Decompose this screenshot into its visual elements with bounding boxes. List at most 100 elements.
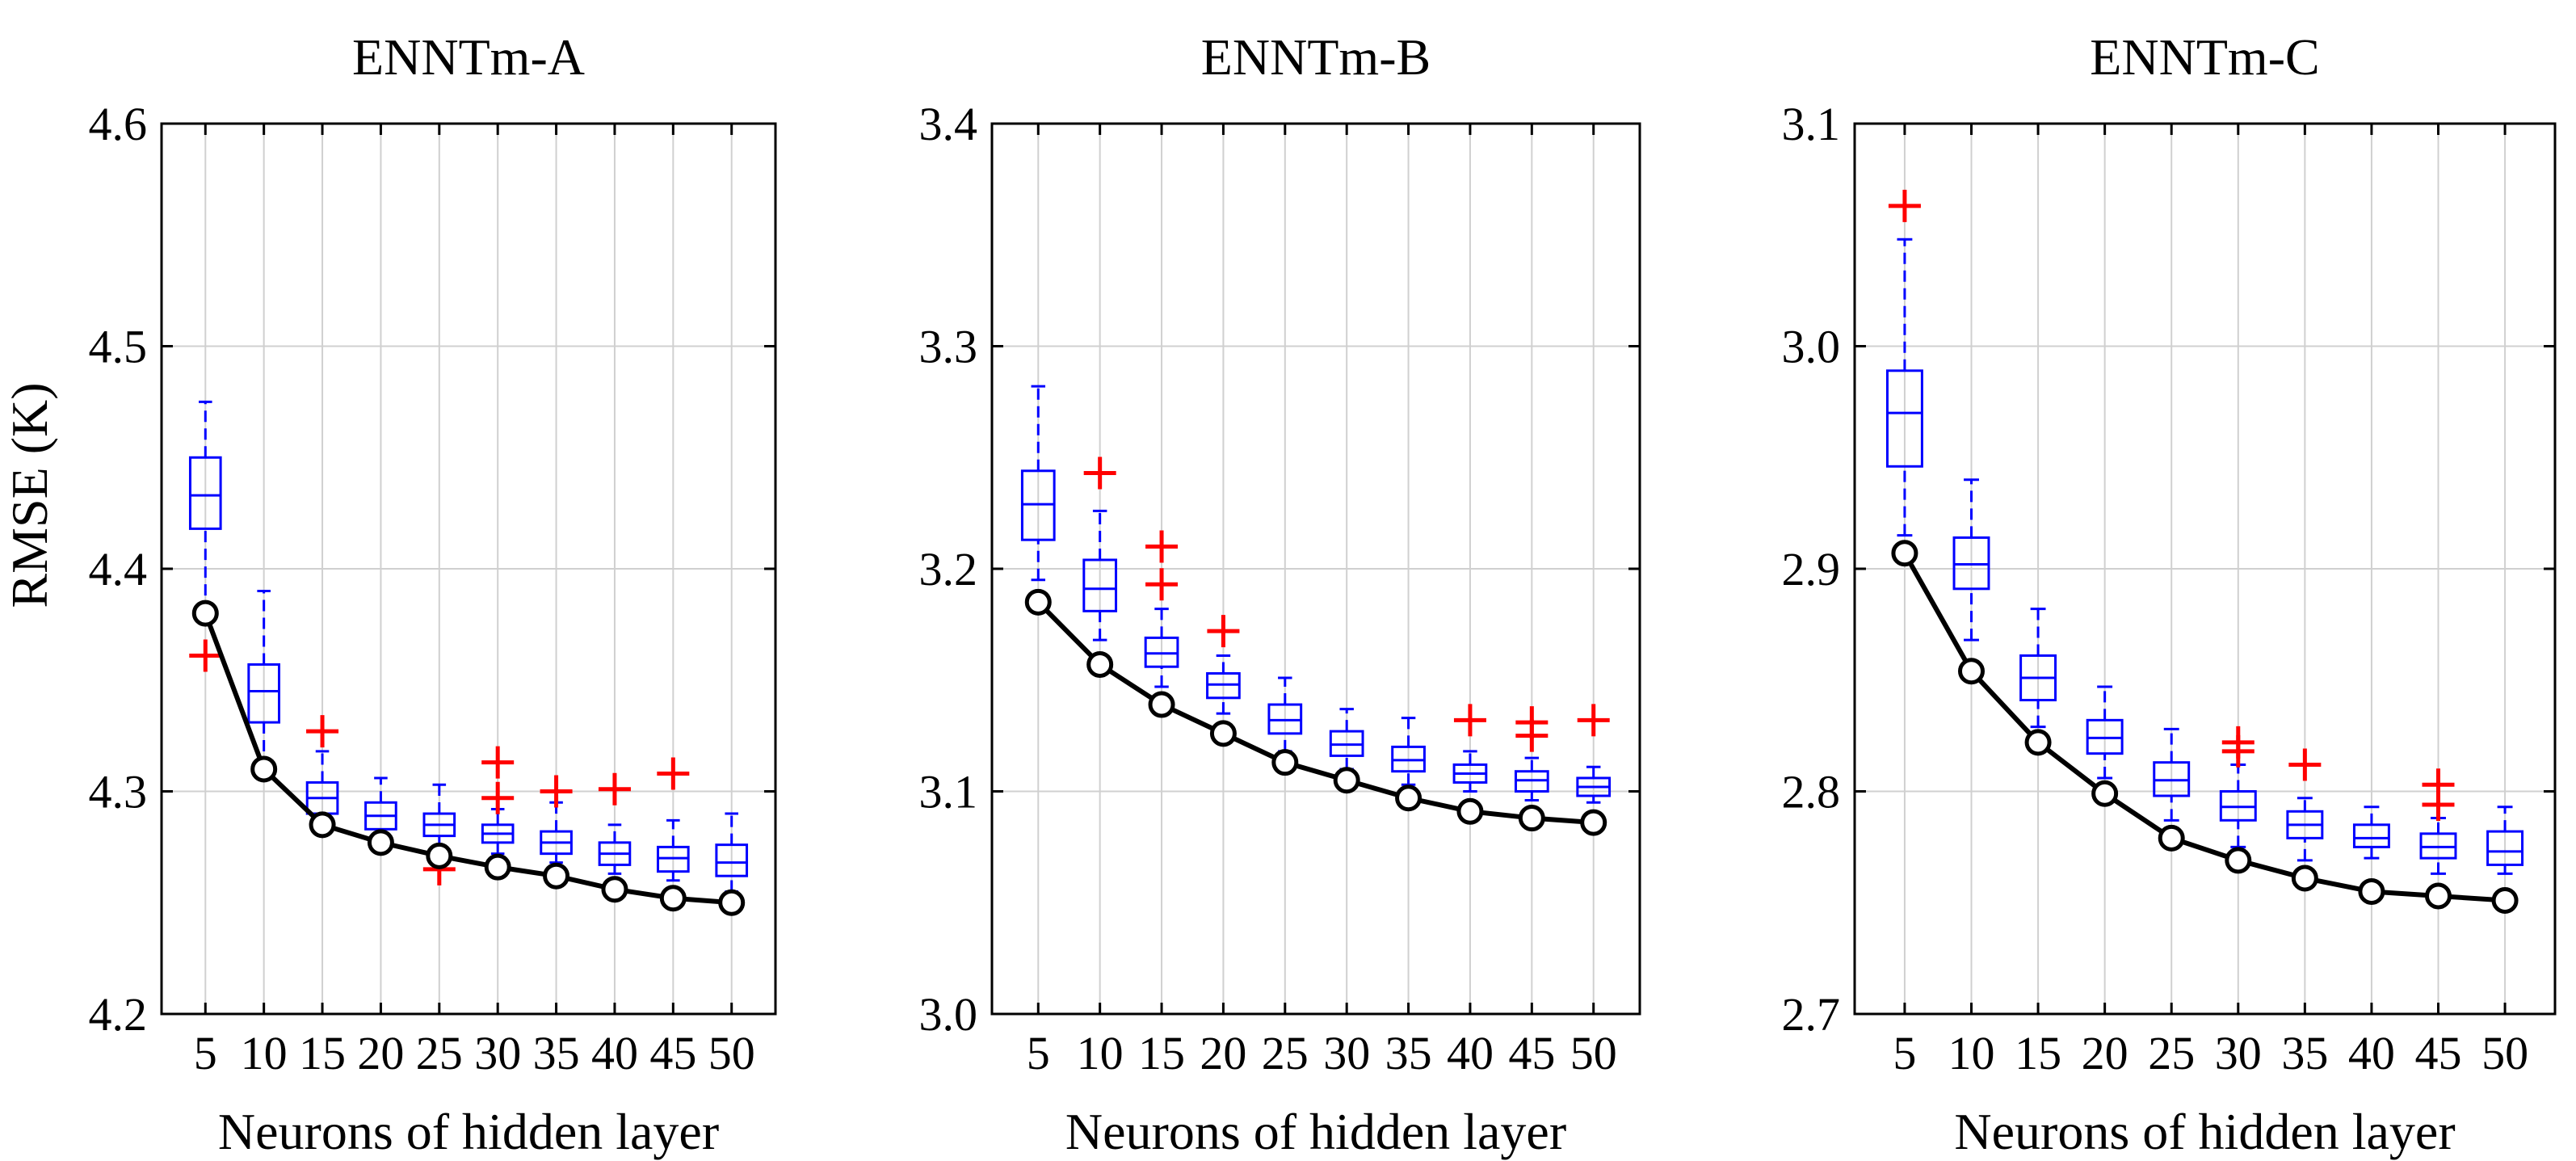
boxplot-50 bbox=[2486, 806, 2524, 875]
outlier-marker bbox=[2288, 748, 2322, 781]
min-rmse-marker bbox=[2091, 780, 2119, 807]
y-tick-label: 2.7 bbox=[1782, 988, 1841, 1041]
panel-b: 3.0 3.1 3.2 3.3 3.4 5 10 15 20 25 30 35 40 45 50 ENNTm-… bbox=[919, 28, 1641, 1160]
min-rmse-marker bbox=[2491, 886, 2519, 914]
x-axis-label: Neurons of hidden layer bbox=[218, 1103, 719, 1160]
iqr-box bbox=[247, 663, 280, 724]
min-rmse-marker bbox=[191, 599, 219, 627]
iqr-box bbox=[1885, 369, 1923, 468]
min-rmse-marker bbox=[1958, 658, 1985, 685]
panel-title: ENNTm-C bbox=[2090, 28, 2319, 86]
x-tick-label: 45 bbox=[2415, 1027, 2462, 1079]
outlier-marker bbox=[1453, 704, 1486, 737]
x-tick-label: 25 bbox=[1262, 1027, 1309, 1079]
min-rmse-marker bbox=[1333, 767, 1360, 794]
x-tick-label: 50 bbox=[2481, 1027, 2528, 1079]
min-rmse-marker bbox=[1518, 805, 1545, 832]
panel-a: 4.2 4.3 4.4 4.5 4.6 5 10 15 20 25 30 35 40 45 50 ENNTm-… bbox=[89, 28, 777, 1160]
boxplot-30 bbox=[2219, 726, 2257, 848]
panel-title: ENNTm-B bbox=[1201, 28, 1431, 86]
outlier-marker bbox=[1207, 615, 1240, 648]
boxplot-35 bbox=[540, 775, 573, 864]
min-rmse-marker bbox=[2291, 864, 2318, 892]
iqr-box bbox=[1082, 558, 1118, 612]
x-tick-label: 30 bbox=[2215, 1027, 2262, 1079]
min-rmse-marker bbox=[1024, 588, 1052, 616]
outlier-marker bbox=[1888, 189, 1921, 222]
x-tick-label: 50 bbox=[708, 1027, 755, 1079]
min-rmse-marker bbox=[543, 862, 570, 890]
x-tick-label: 20 bbox=[357, 1027, 404, 1079]
min-rmse-line bbox=[1902, 552, 2506, 903]
y-tick-label: 4.4 bbox=[89, 543, 148, 595]
y-axis-label: RMSE (K) bbox=[1, 382, 58, 608]
boxplot-45 bbox=[1514, 706, 1549, 802]
boxplot-35 bbox=[1391, 717, 1426, 786]
y-tick-label: 4.3 bbox=[89, 766, 148, 818]
x-tick-label: 15 bbox=[2015, 1027, 2061, 1079]
iqr-box bbox=[715, 843, 749, 877]
min-rmse-marker bbox=[2158, 824, 2185, 852]
x-axis-label: Neurons of hidden layer bbox=[1954, 1103, 2455, 1160]
outlier-marker bbox=[1145, 530, 1179, 563]
x-tick-label: 15 bbox=[1138, 1027, 1185, 1079]
x-tick-label: 10 bbox=[241, 1027, 288, 1079]
boxplot-5 bbox=[1020, 385, 1056, 582]
min-rmse-marker bbox=[1148, 691, 1175, 718]
x-tick-label: 35 bbox=[533, 1027, 580, 1079]
outlier-marker bbox=[657, 757, 690, 790]
x-axis-label: Neurons of hidden layer bbox=[1065, 1103, 1566, 1160]
y-tick-label: 2.9 bbox=[1782, 543, 1841, 595]
min-rmse-marker bbox=[1456, 797, 1484, 825]
min-rmse-marker bbox=[1580, 809, 1607, 836]
y-tick-label: 3.1 bbox=[1782, 98, 1841, 150]
outlier-marker bbox=[306, 715, 339, 748]
min-rmse-marker bbox=[2425, 882, 2452, 910]
boxplot-45 bbox=[657, 757, 690, 882]
iqr-box bbox=[2486, 830, 2524, 866]
outlier-marker bbox=[1083, 456, 1116, 490]
outlier-marker bbox=[481, 781, 515, 814]
y-tick-label: 3.4 bbox=[919, 98, 978, 150]
min-rmse-marker bbox=[367, 829, 394, 856]
min-rmse-marker bbox=[250, 755, 278, 783]
boxplot-50 bbox=[1576, 704, 1612, 804]
iqr-box bbox=[2352, 823, 2390, 848]
boxplot-10 bbox=[1082, 456, 1118, 641]
x-tick-label: 40 bbox=[591, 1027, 638, 1079]
boxplot-5 bbox=[188, 400, 222, 672]
x-tick-label: 35 bbox=[2281, 1027, 2328, 1079]
min-rmse-marker bbox=[2358, 877, 2385, 905]
x-tick-label: 40 bbox=[2348, 1027, 2395, 1079]
outlier-marker bbox=[1145, 568, 1179, 601]
min-rmse-marker bbox=[659, 885, 687, 912]
x-tick-label: 5 bbox=[1027, 1027, 1050, 1079]
y-tick-label: 3.0 bbox=[1782, 321, 1841, 373]
y-tick-label: 4.6 bbox=[89, 98, 148, 150]
x-tick-label: 45 bbox=[1508, 1027, 1555, 1079]
boxplot-15 bbox=[1144, 530, 1179, 688]
x-tick-label: 5 bbox=[194, 1027, 217, 1079]
x-tick-label: 45 bbox=[649, 1027, 696, 1079]
min-rmse-marker bbox=[1209, 720, 1237, 747]
min-rmse-marker bbox=[1271, 749, 1299, 776]
x-tick-label: 20 bbox=[1200, 1027, 1246, 1079]
x-tick-label: 25 bbox=[416, 1027, 463, 1079]
boxplot-10 bbox=[1952, 478, 1990, 641]
x-tick-label: 5 bbox=[1893, 1027, 1916, 1079]
boxplot-40 bbox=[1452, 704, 1488, 793]
boxplot-5 bbox=[1885, 189, 1923, 537]
y-tick-label: 3.0 bbox=[919, 988, 978, 1041]
min-rmse-marker bbox=[1086, 650, 1114, 678]
min-rmse-marker bbox=[2024, 729, 2052, 756]
outlier-marker bbox=[1577, 704, 1610, 737]
y-tick-label: 3.2 bbox=[919, 543, 978, 595]
iqr-box bbox=[188, 456, 222, 530]
outlier-marker bbox=[2221, 726, 2255, 759]
boxplot-20 bbox=[1206, 615, 1241, 715]
outlier-marker bbox=[540, 775, 573, 808]
outlier-marker bbox=[189, 639, 222, 672]
boxplot-20 bbox=[2086, 685, 2124, 780]
y-tick-label: 4.2 bbox=[89, 988, 148, 1041]
